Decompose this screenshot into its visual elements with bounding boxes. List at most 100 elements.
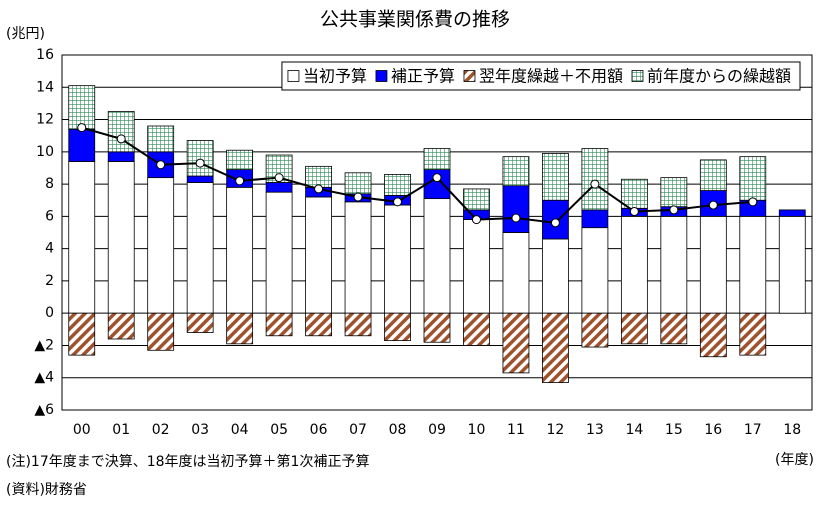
bar-segment [265,182,293,193]
x-tick-label: 11 [507,422,525,438]
x-tick-label: 16 [704,422,722,438]
bar-segment [265,191,293,314]
x-axis-label: (年度) [775,452,814,468]
x-tick-label: 14 [625,422,643,438]
bar-segment [463,188,490,211]
bar-segment [384,312,411,342]
bar-segment [384,204,411,314]
legend-box [281,61,801,91]
y-axis-label: (兆円) [6,26,45,42]
x-tick-label: 10 [468,422,486,438]
line-marker [274,173,284,183]
bar-segment [778,215,806,314]
legend-swatch [375,70,388,82]
bar-segment [107,161,135,314]
bar-segment [463,219,490,314]
bar-segment [305,312,332,337]
bar-segment [107,312,135,340]
y-tick-label: 2 [45,273,54,289]
bar-segment [699,159,727,191]
bar-segment [581,312,609,348]
x-tick-label: 04 [231,422,249,438]
x-tick-label: 03 [191,422,209,438]
legend-label: 当初予算 [303,67,367,86]
line-marker [748,197,758,207]
bar-segment [581,209,609,229]
bar-segment [502,185,530,233]
legend-label: 補正予算 [391,67,455,86]
line-marker [432,173,442,183]
bar-segment [305,196,332,314]
bar-segment [542,312,569,383]
line-marker [393,197,403,207]
line-marker [195,158,205,168]
x-tick-label: 06 [310,422,328,438]
x-tick-label: 15 [665,422,683,438]
line-marker [314,184,324,194]
bar-segment [581,227,609,314]
bar-segment [423,148,451,170]
bar-segment [344,201,372,314]
y-tick-label: ▲2 [34,337,54,353]
y-tick-label: ▲6 [34,402,54,418]
bar-segment [226,186,254,314]
bar-segment [620,178,648,209]
bar-segment [699,215,727,314]
x-tick-label: 17 [744,422,762,438]
legend: 当初予算 補正予算 翌年度繰越＋不用額 前年度からの繰越額 [281,61,801,91]
x-tick-label: 02 [152,422,170,438]
chart-title: 公共事業関係費の推移 [320,9,510,31]
line-marker [471,215,481,225]
bar-segment [265,312,293,337]
line-marker [235,176,245,186]
line [81,126,753,224]
line-marker [629,207,639,217]
line-marker [77,123,87,133]
y-tick-label: 12 [36,112,54,128]
y-tick-label: ▲4 [34,370,54,386]
bar-segment [186,140,214,177]
bar-segment [147,177,175,314]
legend-swatch [287,70,300,82]
x-tick-label: 12 [547,422,565,438]
x-tick-label: 09 [428,422,446,438]
y-tick-label: 16 [36,47,54,63]
line-marker [550,218,560,228]
x-tick-label: 07 [349,422,367,438]
bar-segment [463,312,490,346]
note: (資料)財務省 [6,482,87,498]
bar-segment [226,149,254,170]
x-tick-label: 05 [270,422,288,438]
y-tick-label: 6 [45,208,54,224]
line-marker [116,134,126,144]
bar-segment [581,148,609,211]
bar-segment [423,198,451,314]
bar-segment [68,128,96,162]
line-marker [156,160,166,170]
bar-segment [305,165,332,188]
bar-segment [660,312,688,345]
line-marker [669,205,679,215]
bar-segment [147,312,175,351]
line-marker [708,200,718,210]
line-marker [590,179,600,189]
bar-segment [68,161,96,314]
bar-segment [423,312,451,343]
bar-segment [739,156,767,201]
note: (注)17年度まで決算、18年度は当初予算＋第1次補正予算 [6,453,369,470]
bar-segment [186,182,214,314]
bar-segment [660,215,688,314]
y-tick-label: 10 [36,144,54,160]
line-marker [511,213,521,223]
bar-segment [107,151,135,162]
legend-swatch [631,70,644,82]
bar-segment [186,175,214,183]
bar-segment [620,312,648,345]
y-tick-label: 0 [45,305,54,321]
bar-segment [502,312,530,374]
y-tick-label: 4 [45,241,54,257]
bar-segment [68,85,96,130]
bar-segment [739,312,767,356]
y-tick-label: 8 [45,176,54,192]
